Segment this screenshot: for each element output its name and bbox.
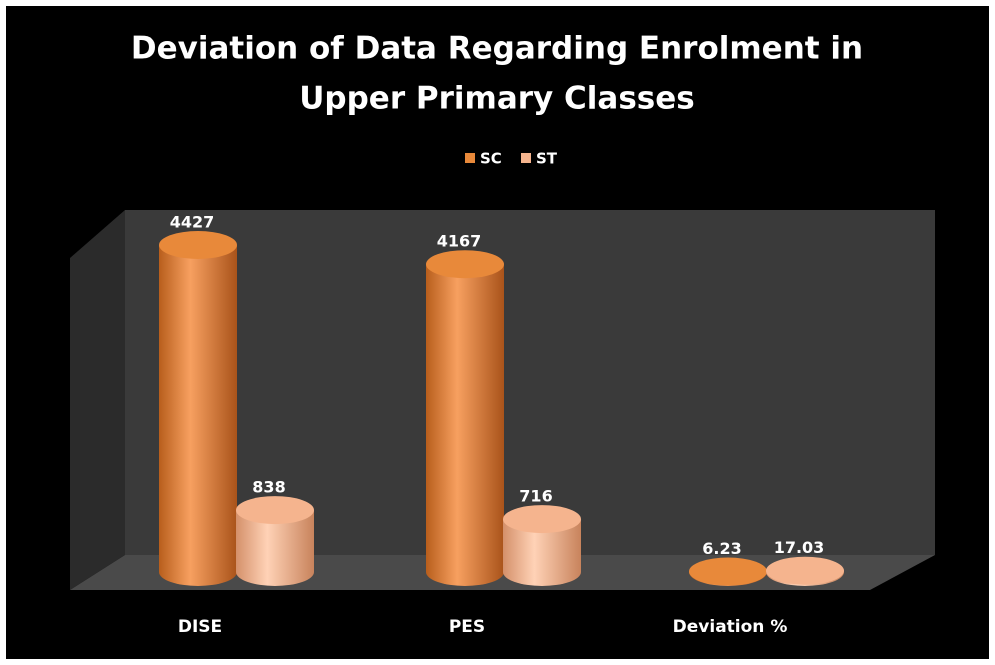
- bar-top: [426, 250, 504, 279]
- bar-top: [236, 496, 314, 525]
- chart-title: Deviation of Data Regarding Enrolment in: [131, 31, 863, 67]
- data-label: 716: [519, 487, 552, 506]
- bar: [159, 245, 237, 572]
- bar-top: [159, 231, 237, 259]
- x-tick-label: DISE: [178, 617, 222, 637]
- side-wall: [70, 210, 125, 590]
- bar-top: [766, 556, 844, 585]
- data-label: 4167: [437, 232, 482, 251]
- legend-swatch: [521, 153, 531, 163]
- legend-label: SC: [480, 150, 502, 168]
- bar-top: [503, 505, 581, 534]
- legend-swatch: [465, 153, 475, 163]
- bar-top: [689, 557, 767, 586]
- x-tick-label: PES: [449, 617, 485, 637]
- data-label: 838: [252, 478, 285, 497]
- x-tick-label: Deviation %: [673, 617, 788, 637]
- bar: [426, 264, 504, 572]
- legend-label: ST: [536, 150, 558, 168]
- back-wall: [125, 210, 935, 555]
- chart-title: Upper Primary Classes: [299, 81, 694, 117]
- data-label: 6.23: [702, 539, 741, 558]
- data-label: 4427: [170, 213, 215, 232]
- data-label: 17.03: [774, 538, 825, 557]
